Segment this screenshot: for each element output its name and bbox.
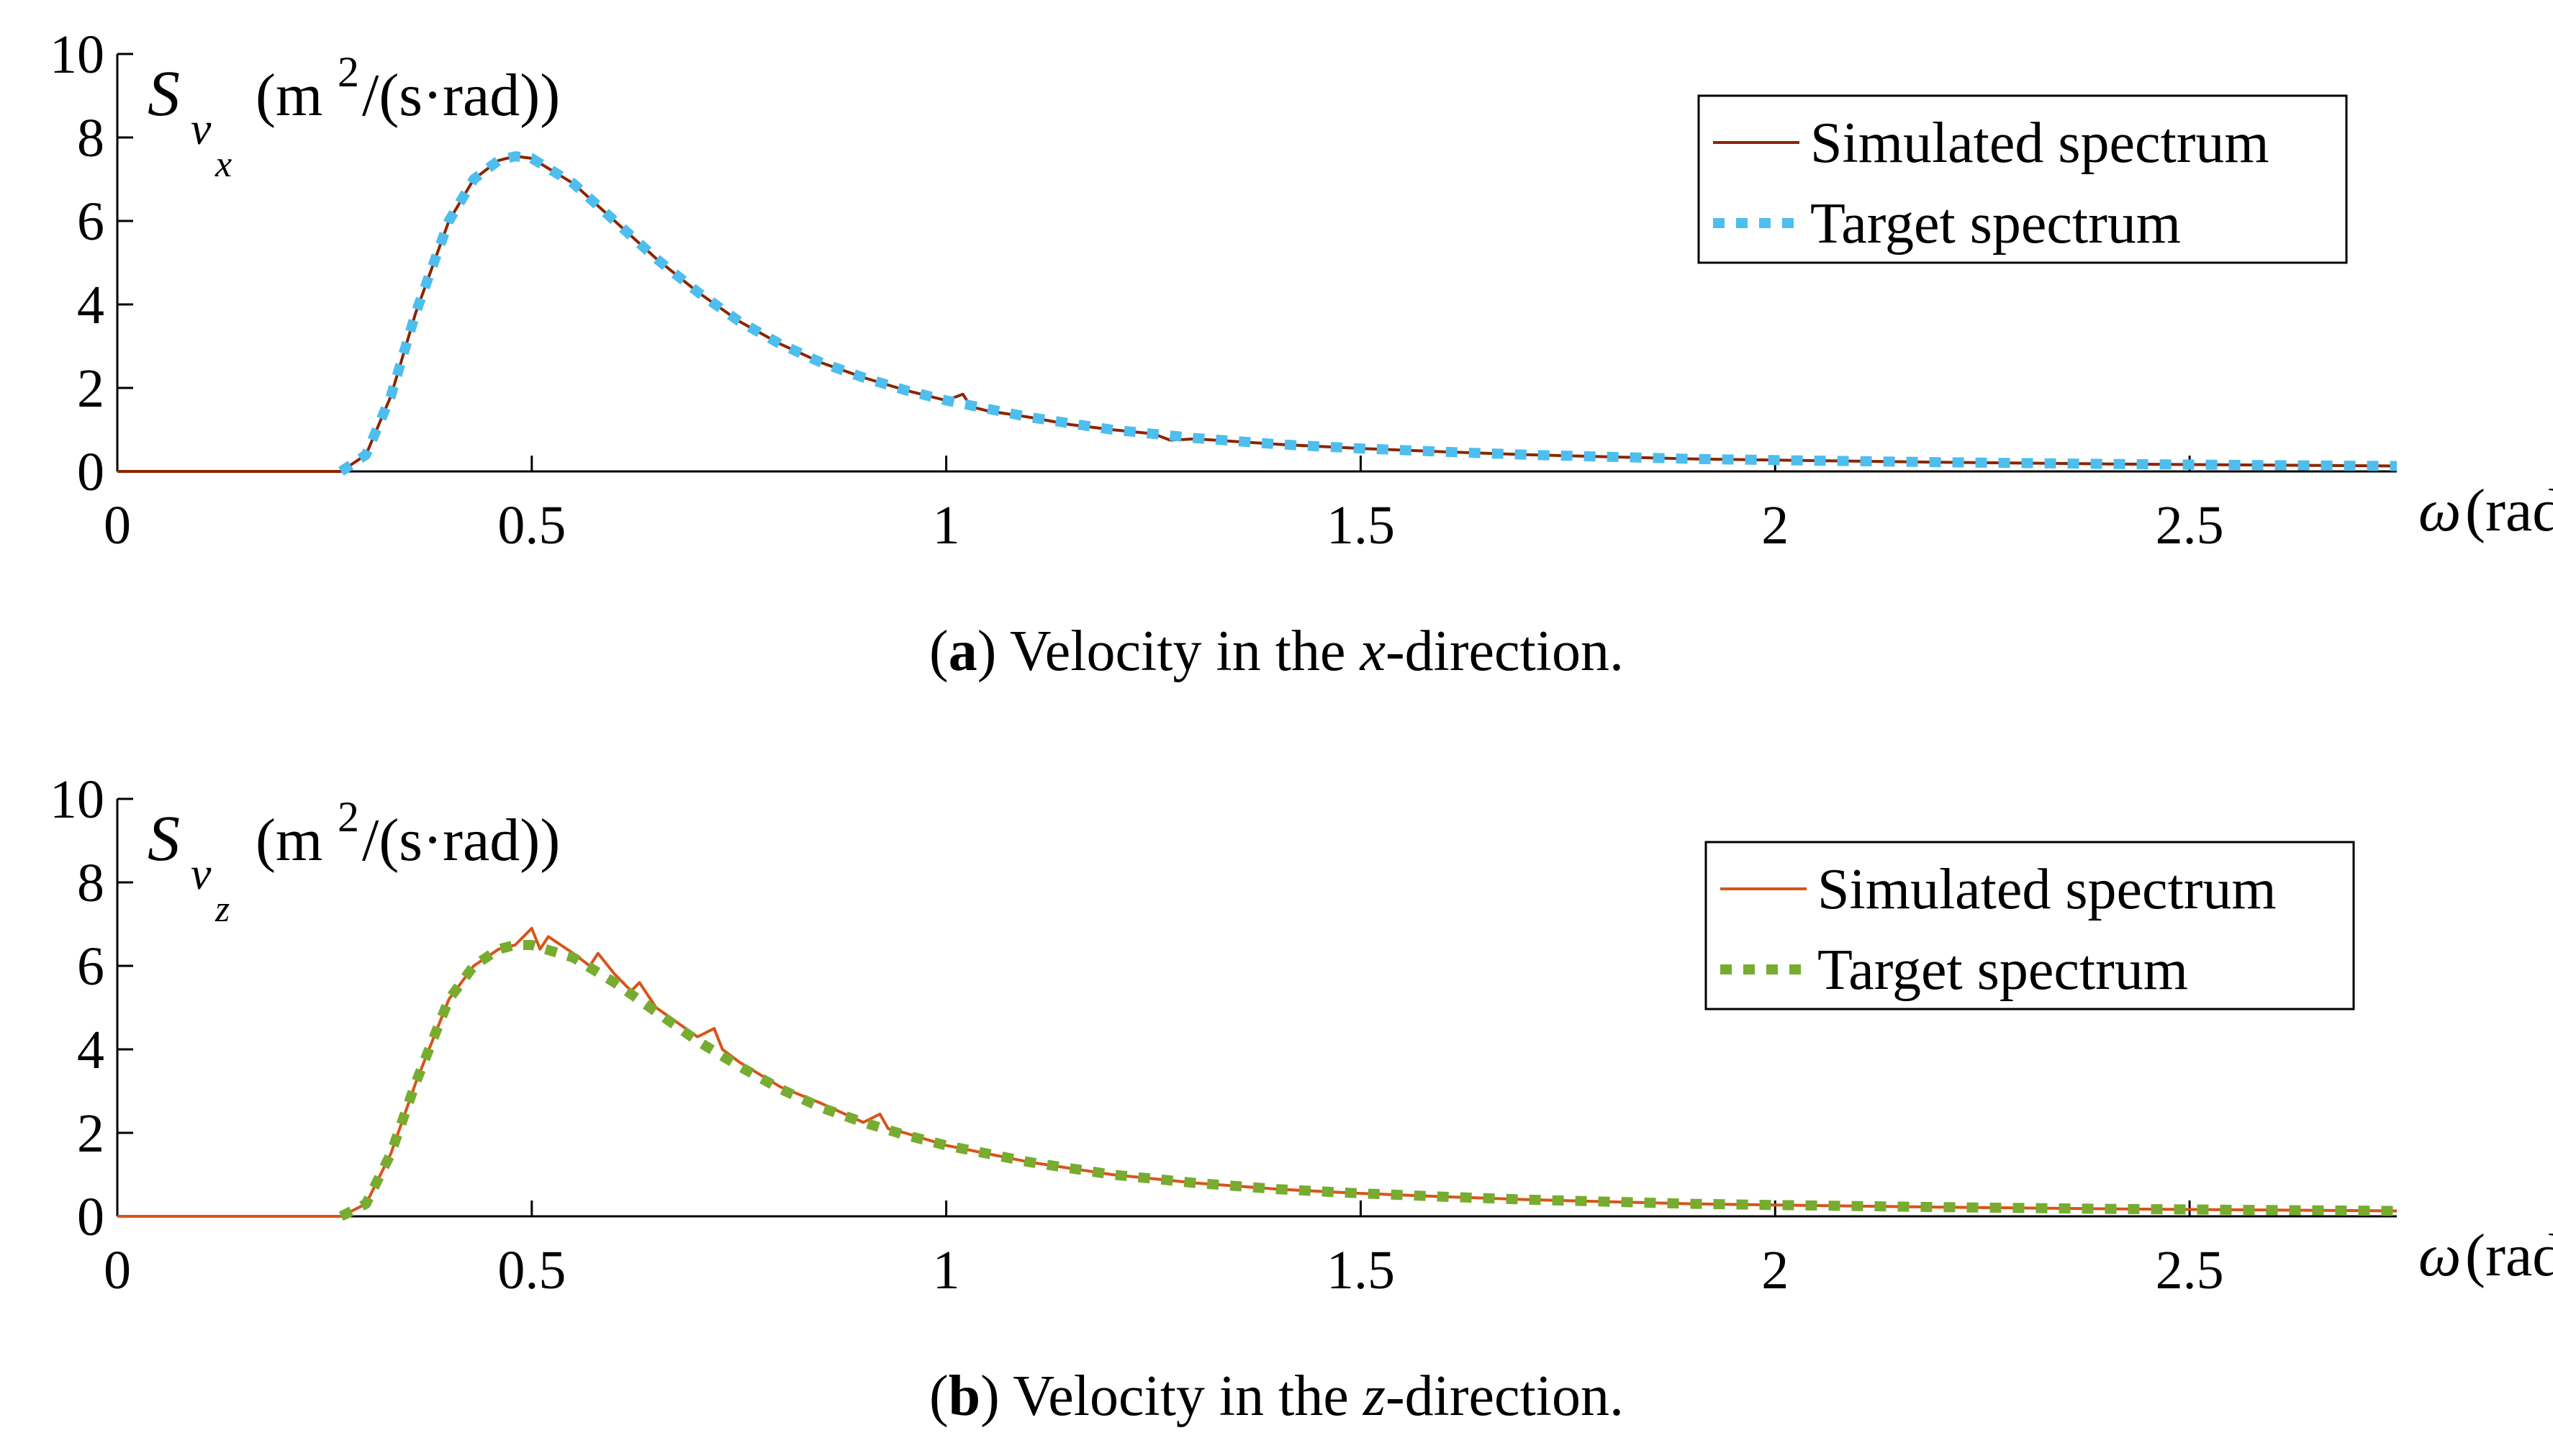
y-tick-label: 2 <box>77 358 104 419</box>
legend-label-simulated: Simulated spectrum <box>1810 112 2269 175</box>
y-axis-label-sub: v <box>191 103 212 154</box>
caption-b: (b) Velocity in the z-direction. <box>928 1365 1625 1428</box>
y-axis-label-unit-sup: 2 <box>338 793 359 841</box>
y-axis-label-sub: v <box>191 848 212 899</box>
y-axis-label-symbol: S <box>148 58 180 130</box>
caption-a-tail: -direction. <box>1385 620 1624 683</box>
series-line-target <box>338 940 2398 1221</box>
panel-b: 024681000.511.522.5Svz(m2/(s·rad))ω(rad/… <box>50 769 2553 1301</box>
x-axis-label-unit: (rad/s) <box>2465 477 2553 544</box>
y-tick-label: 4 <box>77 275 104 335</box>
y-axis-label-unit: (m <box>256 807 322 874</box>
x-tick-label: 2.5 <box>2156 1240 2224 1301</box>
legend-label-simulated: Simulated spectrum <box>1817 858 2277 921</box>
y-tick-label: 4 <box>77 1020 104 1080</box>
x-tick-label: 2 <box>1761 495 1789 556</box>
legend-label-target: Target spectrum <box>1810 192 2181 256</box>
x-tick-label: 1.5 <box>1327 495 1395 556</box>
x-tick-label: 2.5 <box>2156 495 2224 556</box>
y-tick-label: 6 <box>77 191 104 252</box>
series-line-target <box>338 151 2398 476</box>
legend-box <box>1704 841 2355 1010</box>
y-tick-label: 8 <box>77 853 104 913</box>
caption-b-tail: -direction. <box>1386 1365 1625 1428</box>
x-tick-label: 1 <box>933 495 960 556</box>
x-axis-label-symbol: ω <box>2418 1222 2461 1289</box>
caption-b-var: z <box>1363 1365 1386 1428</box>
y-tick-label: 6 <box>77 936 104 997</box>
caption-a-text: Velocity in the <box>1009 620 1360 683</box>
y-tick-label: 10 <box>50 24 104 85</box>
x-axis-label-unit: (rad/s) <box>2465 1222 2553 1289</box>
x-tick-label: 0.5 <box>497 1240 566 1301</box>
x-axis-label-symbol: ω <box>2418 477 2461 544</box>
legend-label-target: Target spectrum <box>1817 939 2188 1002</box>
y-tick-label: 8 <box>77 108 104 168</box>
caption-a-label: a <box>948 620 977 683</box>
y-axis-label-subsub: z <box>214 889 230 930</box>
caption-b-text: Velocity in the <box>1013 1365 1363 1428</box>
y-tick-label: 10 <box>50 769 104 830</box>
y-axis-label-unit-sup: 2 <box>338 48 359 96</box>
y-axis-label-subsub: x <box>214 144 232 185</box>
x-tick-label: 1 <box>933 1240 960 1301</box>
y-axis-label-symbol: S <box>148 803 180 874</box>
x-tick-label: 1.5 <box>1327 1240 1395 1301</box>
x-tick-label: 0 <box>104 495 131 556</box>
x-tick-label: 0 <box>104 1240 131 1301</box>
legend-box <box>1697 94 2348 264</box>
x-tick-label: 0.5 <box>497 495 566 556</box>
y-axis-label-unit-rest: /(s·rad)) <box>362 62 560 129</box>
y-axis-label-unit-rest: /(s·rad)) <box>362 807 560 874</box>
panel-a: 024681000.511.522.5Svx(m2/(s·rad))ω(rad/… <box>50 24 2553 556</box>
y-tick-label: 0 <box>77 442 104 502</box>
y-axis-label-unit: (m <box>256 62 322 129</box>
caption-b-label: b <box>948 1365 981 1428</box>
caption-a-var: x <box>1360 620 1386 683</box>
caption-a: (a) Velocity in the x-direction. <box>929 620 1624 683</box>
x-tick-label: 2 <box>1761 1240 1789 1301</box>
y-tick-label: 0 <box>77 1187 104 1247</box>
y-tick-label: 2 <box>77 1103 104 1164</box>
